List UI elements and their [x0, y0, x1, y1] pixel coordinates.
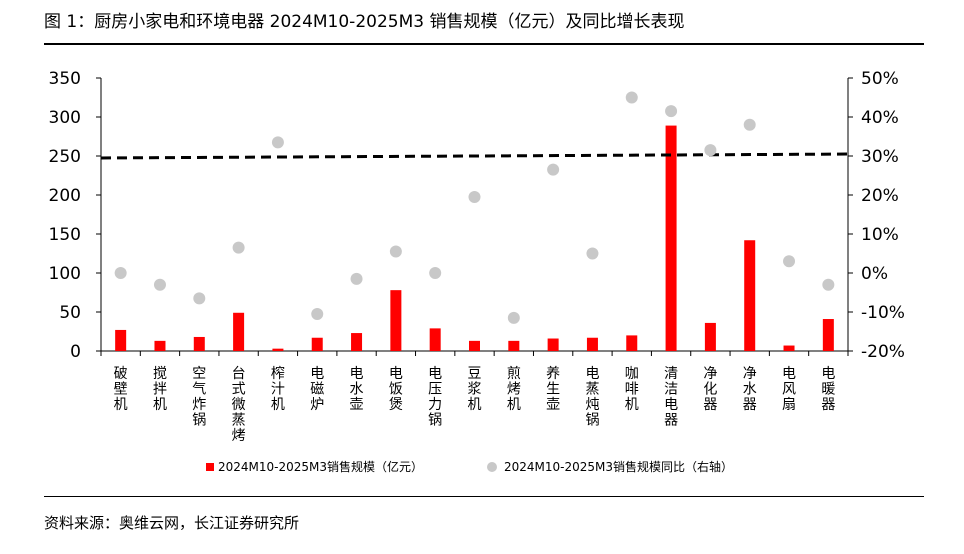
left-tick-label: 300	[49, 108, 81, 128]
scatter-point	[389, 245, 402, 258]
bar	[744, 240, 756, 351]
scatter-point	[586, 247, 599, 260]
right-tick-label: 20%	[861, 186, 899, 206]
right-tick-label: 40%	[861, 108, 899, 128]
bar	[115, 329, 127, 351]
scatter-point	[232, 241, 245, 254]
category-label: 煎烤机	[507, 366, 521, 413]
category-label: 养生壶	[546, 366, 560, 413]
right-tick-label: 0%	[861, 264, 888, 284]
left-tick-label: 150	[49, 225, 81, 245]
category-label: 净化器	[703, 366, 717, 413]
bottom-rule	[44, 496, 924, 497]
bar	[154, 340, 166, 351]
figure-title: 图 1：厨房小家电和环境电器 2024M10-2025M3 销售规模（亿元）及同…	[44, 12, 685, 32]
category-label: 清洁电器	[664, 366, 678, 429]
scatter-point	[429, 267, 442, 279]
bar	[704, 322, 716, 351]
bar	[429, 328, 441, 351]
bar	[272, 348, 284, 351]
bar	[469, 340, 480, 351]
scatter-point	[547, 163, 560, 176]
category-label: 电磁炉	[310, 366, 324, 413]
left-tick-label: 350	[49, 69, 81, 89]
right-tick-label: 50%	[861, 69, 899, 89]
scatter-point	[271, 136, 284, 149]
scatter-point	[193, 292, 206, 305]
category-label: 台式微蒸烤	[232, 366, 246, 444]
bar	[626, 335, 638, 351]
scatter-point	[507, 311, 520, 324]
category-label: 搅拌机	[153, 366, 167, 413]
scatter-point	[311, 307, 324, 320]
scatter-point	[114, 267, 127, 279]
scatter-point	[665, 105, 678, 118]
legend-bar-swatch	[206, 463, 214, 471]
scatter-point	[704, 144, 717, 157]
scatter-point	[468, 190, 481, 203]
category-label: 电饭煲	[389, 366, 403, 413]
bar	[390, 290, 402, 351]
category-label: 电蒸炖锅	[585, 366, 599, 429]
scatter-point	[743, 118, 756, 131]
right-tick-label: -10%	[861, 303, 905, 323]
bar	[822, 319, 834, 351]
category-label: 破壁机	[114, 366, 128, 413]
scatter-point	[625, 91, 638, 104]
right-tick-label: 10%	[861, 225, 899, 245]
dashed-reference-line	[100, 152, 849, 160]
bar	[193, 336, 205, 351]
source-note: 资料来源：奥维云网，长江证券研究所	[44, 514, 300, 532]
right-tick-label: 30%	[861, 147, 899, 167]
category-label: 咖啡机	[625, 366, 639, 413]
bar	[783, 345, 795, 351]
bar	[547, 338, 559, 351]
bar	[586, 337, 598, 351]
left-tick-label: 50	[59, 303, 81, 323]
bar	[311, 337, 323, 351]
category-label: 电暖器	[821, 366, 835, 413]
title-rule	[44, 43, 924, 45]
category-label: 空气炸锅	[192, 366, 206, 429]
scatter-point	[350, 272, 363, 285]
category-label: 榨汁机	[271, 365, 285, 413]
right-tick-label: -20%	[861, 342, 905, 362]
left-tick-label: 200	[49, 186, 81, 206]
legend-scatter-swatch	[487, 462, 497, 472]
left-tick-label: 0	[70, 342, 81, 362]
category-label: 电风扇	[782, 366, 796, 413]
category-label: 净水器	[743, 366, 757, 413]
bar	[665, 125, 677, 351]
bar	[233, 312, 245, 351]
left-tick-label: 100	[49, 264, 81, 284]
category-label: 豆浆机	[468, 366, 482, 413]
bar	[508, 340, 520, 351]
legend-bar-label: 2024M10-2025M3销售规模（亿元）	[218, 459, 423, 474]
category-label: 电压力锅	[428, 366, 442, 429]
scatter-point	[783, 255, 796, 268]
scatter-point	[822, 278, 835, 291]
scatter-point	[153, 278, 166, 291]
legend-scatter-label: 2024M10-2025M3销售规模同比（右轴）	[504, 459, 733, 474]
left-tick-label: 250	[49, 147, 81, 167]
bar	[351, 333, 363, 351]
category-label: 电水壶	[350, 366, 364, 413]
sales-chart: 0 50 100 150 200 250 300 350 -20% -10% 0% 10% 20% 30%…	[49, 69, 905, 474]
